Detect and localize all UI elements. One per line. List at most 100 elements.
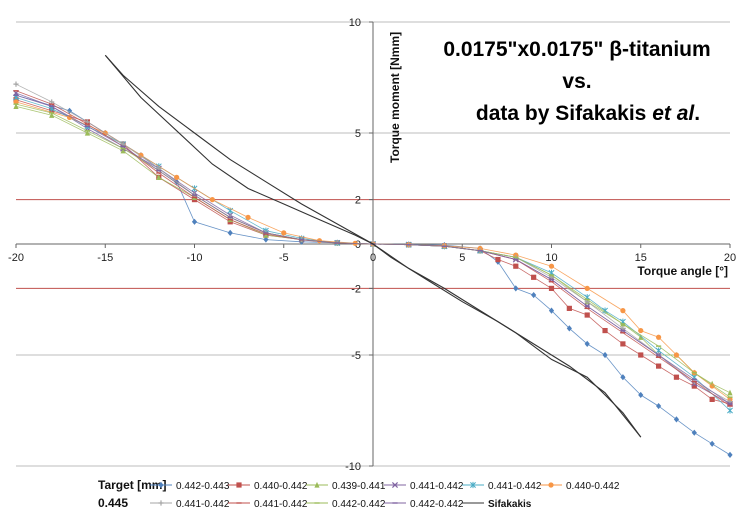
x-tick-label: 15 xyxy=(635,252,647,264)
legend-label: 0.439-0.441 xyxy=(332,481,386,492)
legend-label: Sifakakis xyxy=(488,499,532,510)
legend-item: 0.439-0.441 xyxy=(306,481,386,492)
data-point xyxy=(531,291,537,299)
series-line xyxy=(15,99,731,405)
legend-label: 0.441-0.442 xyxy=(410,481,464,492)
legend-item: 0.441-0.442 xyxy=(462,481,542,492)
legend-label: 0.441-0.442 xyxy=(488,481,542,492)
data-point xyxy=(138,152,144,158)
y-tick-label: 2 xyxy=(355,195,361,207)
data-point xyxy=(191,218,198,225)
legend-label: 0.442-0.443 xyxy=(176,481,230,492)
data-point xyxy=(548,263,555,269)
data-point xyxy=(470,481,476,489)
x-tick-label: -10 xyxy=(187,252,203,264)
data-point xyxy=(656,363,662,369)
data-point xyxy=(727,451,733,458)
legend-item: 0.442-0.442 xyxy=(306,499,386,510)
data-point xyxy=(245,214,251,220)
x-tick-label: -20 xyxy=(8,252,24,264)
data-point xyxy=(620,374,626,381)
data-point xyxy=(566,325,572,332)
data-point xyxy=(566,305,572,311)
x-tick-label: 0 xyxy=(370,252,376,264)
y-tick-label: 10 xyxy=(349,17,361,29)
data-point xyxy=(709,440,715,447)
data-point xyxy=(236,482,242,488)
data-point xyxy=(602,307,609,314)
data-point xyxy=(638,334,644,340)
data-point xyxy=(727,389,733,396)
legend-label: 0.440-0.442 xyxy=(566,481,620,492)
legend-item: 0.440-0.442 xyxy=(228,481,308,492)
data-point xyxy=(281,230,287,236)
chart-title: 0.0175"x0.0175" β-titanium vs. data by S… xyxy=(443,38,710,125)
data-point xyxy=(584,312,590,318)
data-point xyxy=(227,229,233,236)
legend-item: Sifakakis xyxy=(462,499,532,510)
data-point xyxy=(602,351,608,359)
data-point xyxy=(158,481,164,489)
data-point xyxy=(602,327,608,334)
title-line-1: 0.0175"x0.0175" β-titanium xyxy=(443,38,710,61)
data-point xyxy=(691,429,697,436)
data-point xyxy=(584,285,590,291)
legend-header: Target [mm] xyxy=(98,478,166,492)
legend-item: 0.441-0.442 xyxy=(228,499,308,510)
title-line-3: data by Sifakakis et al. xyxy=(476,102,700,125)
data-point xyxy=(120,147,126,154)
x-tick-label: -15 xyxy=(97,252,113,264)
data-point xyxy=(513,285,519,292)
data-point xyxy=(513,263,519,269)
data-point xyxy=(531,274,537,280)
legend-label: 0.442-0.442 xyxy=(410,499,464,510)
data-point xyxy=(391,481,399,489)
data-point xyxy=(548,482,554,488)
data-point xyxy=(691,383,697,389)
data-point xyxy=(84,129,90,136)
legend-item: 0.440-0.442 xyxy=(540,481,620,492)
data-point xyxy=(49,112,55,118)
data-point xyxy=(620,308,626,314)
x-tick-label: -5 xyxy=(279,252,289,264)
y-tick-label: 0 xyxy=(355,239,361,251)
y-tick-label: 5 xyxy=(355,128,361,140)
data-point xyxy=(13,103,19,109)
data-point xyxy=(174,174,180,180)
y-axis-label: Torque moment [Nmm] xyxy=(388,32,402,163)
x-tick-label: 20 xyxy=(724,252,736,264)
data-point xyxy=(495,256,501,263)
data-point xyxy=(709,396,715,402)
legend-item: 0.441-0.442 xyxy=(150,499,230,510)
data-point xyxy=(656,402,662,410)
x-tick-label: 5 xyxy=(459,252,465,264)
data-point xyxy=(709,383,715,389)
data-point xyxy=(13,99,19,105)
data-point xyxy=(673,374,680,380)
data-point xyxy=(209,197,215,203)
title-line-2: vs. xyxy=(562,70,591,93)
title-line-3-main: data by Sifakakis xyxy=(476,102,652,125)
data-point xyxy=(316,238,323,244)
data-point xyxy=(584,340,590,347)
data-point xyxy=(548,307,555,314)
title-line-3-italic: et al xyxy=(652,102,695,125)
data-point xyxy=(620,341,626,347)
legend-item: 0.441-0.442 xyxy=(384,481,464,492)
data-point xyxy=(314,481,320,488)
legend: Target [mm] 0.445 0.442-0.443 0.440-0.442… xyxy=(98,478,620,510)
y-tick-label: -10 xyxy=(345,461,361,473)
data-point xyxy=(156,174,162,180)
data-point xyxy=(13,81,19,87)
data-point xyxy=(727,407,733,414)
data-point xyxy=(638,327,644,334)
data-point xyxy=(638,352,644,358)
legend-label: 0.440-0.442 xyxy=(254,481,308,492)
legend-items: 0.442-0.443 0.440-0.442 0.439-0.441 0.441-0… xyxy=(150,481,620,510)
series-line xyxy=(104,54,642,438)
data-point xyxy=(548,285,555,291)
series-group xyxy=(12,54,734,458)
legend-target: 0.445 xyxy=(98,496,128,510)
legend-item: 0.442-0.442 xyxy=(384,499,464,510)
